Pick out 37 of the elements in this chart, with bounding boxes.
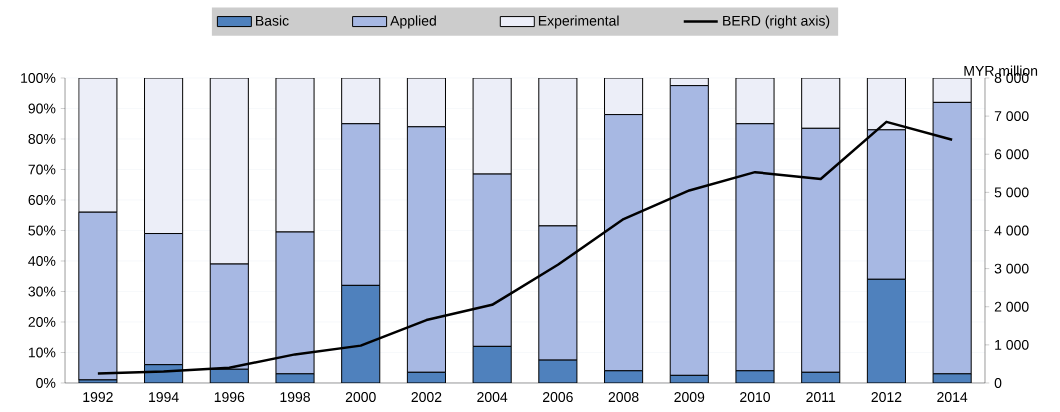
y-tick-label: 30% bbox=[28, 286, 56, 297]
y-tick-label: 90% bbox=[28, 103, 56, 114]
x-tick-label: 2009 bbox=[674, 392, 705, 403]
x-tick-label: 2000 bbox=[345, 392, 376, 403]
legend-label: Basic bbox=[256, 15, 289, 26]
x-tick-label: 2010 bbox=[740, 392, 771, 403]
x-tick-label: 1998 bbox=[280, 392, 310, 403]
y2-tick-label: 4 000 bbox=[994, 225, 1029, 236]
y-tick-label: 40% bbox=[28, 256, 56, 266]
y2-tick-label: 5 000 bbox=[994, 187, 1029, 198]
x-tick-label: 2011 bbox=[806, 392, 836, 403]
x-tick-label: 2002 bbox=[411, 392, 442, 403]
y-tick-label: 0% bbox=[36, 378, 56, 388]
x-tick-label: 2014 bbox=[937, 392, 968, 403]
y-tick-label: 100% bbox=[21, 73, 56, 83]
y-tick-label: 80% bbox=[28, 134, 56, 144]
y2-tick-label: 7 000 bbox=[994, 111, 1029, 122]
x-tick-label: 1994 bbox=[149, 392, 179, 403]
x-tick-label: 2008 bbox=[608, 392, 639, 403]
x-tick-label: 2012 bbox=[871, 392, 902, 403]
y2-tick-label: 0 bbox=[994, 378, 1002, 388]
legend-label: Experimental bbox=[538, 15, 619, 29]
y-tick-label: 20% bbox=[28, 317, 56, 327]
legend-label: BERD (right axis) bbox=[723, 15, 830, 29]
y-tick-label: 70% bbox=[28, 164, 56, 175]
y2-tick-label: 1 000 bbox=[995, 339, 1029, 350]
y-tick-label: 60% bbox=[28, 195, 56, 205]
x-tick-label: 1996 bbox=[214, 392, 245, 403]
y2-tick-label: 2 000 bbox=[994, 301, 1029, 312]
y2-tick-label: 6 000 bbox=[994, 149, 1029, 160]
y-tick-label: 10% bbox=[28, 347, 56, 358]
x-tick-label: 2006 bbox=[543, 392, 573, 403]
legend-label: Applied bbox=[390, 15, 436, 29]
y-tick-label: 50% bbox=[28, 225, 56, 236]
x-tick-label: 1992 bbox=[83, 392, 113, 403]
x-tick-label: 2004 bbox=[477, 392, 508, 403]
y2-tick-label: 3 000 bbox=[994, 263, 1029, 274]
